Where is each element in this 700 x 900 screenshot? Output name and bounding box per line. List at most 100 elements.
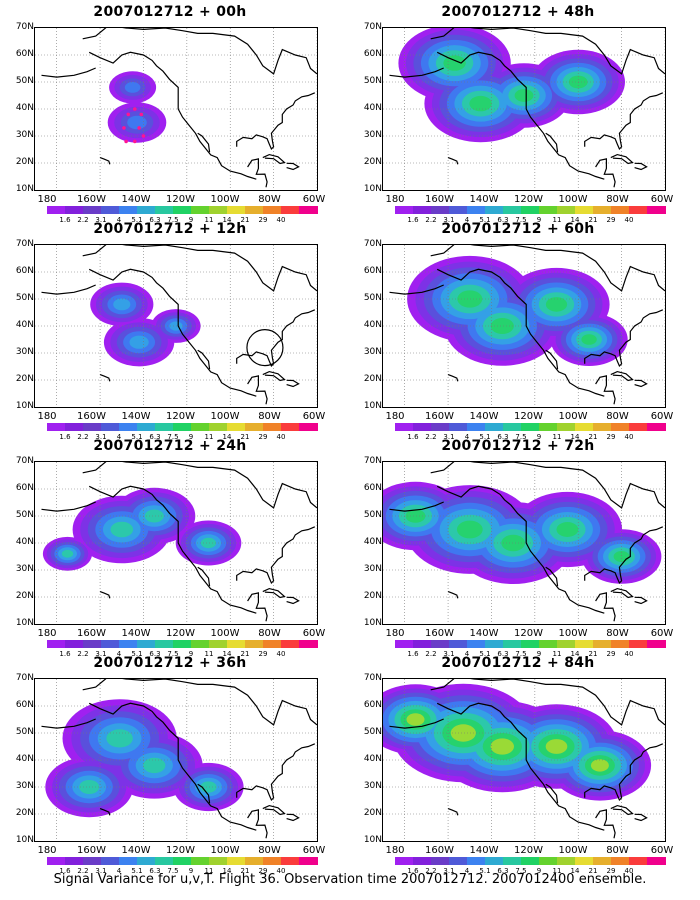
lat-tick-label: 10N (363, 184, 382, 194)
lat-tick-label: 70N (363, 673, 382, 683)
lat-tick-label: 50N (363, 727, 382, 737)
coastline (545, 783, 559, 804)
lat-tick-label: 20N (15, 808, 34, 818)
colorbar-swatch (629, 206, 648, 214)
lat-tick-label: 60N (363, 483, 382, 493)
map-panel: 2007012712 + 12h 70N 60N 50N 40N 30N 20N 10N 180… (0, 221, 340, 441)
colorbar-swatch (449, 423, 468, 431)
coastline (262, 804, 286, 816)
coastline (610, 804, 634, 816)
colorbar-label: 14 (570, 216, 580, 224)
colorbar-swatch (83, 206, 102, 214)
coastline (41, 718, 96, 729)
map-panel: 2007012712 + 60h 70N 60N 50N 40N 30N 20N 10N 180… (348, 221, 688, 441)
lat-tick-label: 60N (15, 700, 34, 710)
colorbar-swatch (593, 857, 612, 865)
lon-tick-label: 120W (166, 411, 195, 422)
lon-tick-label: 100W (558, 628, 588, 639)
lat-tick-label: 70N (15, 673, 34, 683)
colorbar-label: 11 (552, 650, 562, 658)
colorbar-label: 7.5 (167, 650, 179, 658)
variance-contour (405, 509, 426, 523)
colorbar-label: 6.3 (149, 433, 161, 441)
colorbar-swatch (155, 857, 174, 865)
lat-tick-label: 60N (363, 266, 382, 276)
colorbar-label: 2.2 (77, 433, 89, 441)
colorbar-swatch (593, 640, 612, 648)
colorbar-label: 40 (624, 867, 634, 875)
colorbar-label: 9 (188, 433, 194, 441)
colorbar-label: 1.6 (59, 867, 71, 875)
variance-contour (514, 89, 534, 102)
colorbar-swatch (101, 640, 120, 648)
colorbar-label: 40 (624, 216, 634, 224)
colorbar-swatch (191, 640, 210, 648)
lat-tick-label: 10N (363, 401, 382, 411)
coastline (88, 268, 257, 397)
colorbar-swatch (119, 423, 138, 431)
colorbar-label: 1.6 (407, 650, 419, 658)
colorbar-label: 11 (552, 433, 562, 441)
colorbar-swatch (299, 423, 318, 431)
observation-point (124, 139, 128, 144)
colorbar-label: 4 (116, 867, 122, 875)
lon-tick-label: 160W (425, 628, 454, 639)
lon-tick-label: 120W (166, 194, 195, 205)
lon-tick-label: 80W (606, 411, 629, 422)
colorbar-swatch (539, 423, 558, 431)
colorbar-swatch (101, 857, 120, 865)
colorbar-label: 3.1 (443, 433, 455, 441)
coastline (430, 245, 665, 292)
variance-contour (490, 738, 514, 755)
coastline (197, 783, 211, 804)
map-panel: 2007012712 + 48h 70N 60N 50N 40N 30N 20N 10N 180… (348, 4, 688, 224)
coastline (88, 485, 257, 614)
map-plot (34, 244, 318, 408)
coastline (610, 587, 634, 599)
colorbar-label: 40 (276, 216, 286, 224)
colorbar-swatch (299, 206, 318, 214)
colorbar-label: 2.2 (425, 650, 437, 658)
lon-tick-label: 160W (425, 411, 454, 422)
colorbar-swatch (83, 423, 102, 431)
colorbar-label: 14 (222, 433, 232, 441)
lat-tick-label: 50N (15, 510, 34, 520)
colorbar-label: 29 (606, 650, 616, 658)
variance-contour (124, 82, 141, 93)
colorbar-swatch (191, 857, 210, 865)
variance-map (383, 245, 665, 407)
lon-tick-label: 100W (210, 845, 240, 856)
coastline (236, 92, 316, 151)
variance-contour (545, 739, 568, 754)
colorbar-swatch (431, 640, 450, 648)
colorbar-label: 6.3 (149, 650, 161, 658)
colorbar-label: 21 (240, 433, 250, 441)
colorbar-swatch (467, 640, 486, 648)
lat-tick-label: 60N (363, 49, 382, 59)
colorbar-swatch (173, 640, 192, 648)
lon-tick-label: 180 (37, 411, 57, 422)
lat-tick-label: 30N (15, 781, 34, 791)
colorbar-swatch (281, 423, 300, 431)
lat-tick-label: 30N (363, 130, 382, 140)
colorbar-swatch (119, 640, 138, 648)
colorbar-label: 40 (624, 650, 634, 658)
colorbar-label: 6.3 (497, 650, 509, 658)
lat-tick-label: 40N (15, 320, 34, 330)
colorbar-swatch (281, 640, 300, 648)
coastline (584, 526, 664, 585)
variance-map (35, 245, 317, 407)
colorbar-label: 1.6 (407, 867, 419, 875)
map-plot (34, 678, 318, 842)
lat-tick-label: 40N (15, 103, 34, 113)
lon-tick-label: 120W (514, 845, 543, 856)
lat-tick-label: 20N (363, 374, 382, 384)
colorbar-swatch (173, 423, 192, 431)
lon-tick-label: 180 (385, 411, 405, 422)
colorbar-swatch (245, 206, 264, 214)
colorbar-label: 7.5 (167, 867, 179, 875)
annotation-circle (246, 328, 284, 367)
lat-tick-label: 50N (363, 293, 382, 303)
colorbar-swatch (191, 423, 210, 431)
colorbar-label: 5.1 (131, 216, 143, 224)
